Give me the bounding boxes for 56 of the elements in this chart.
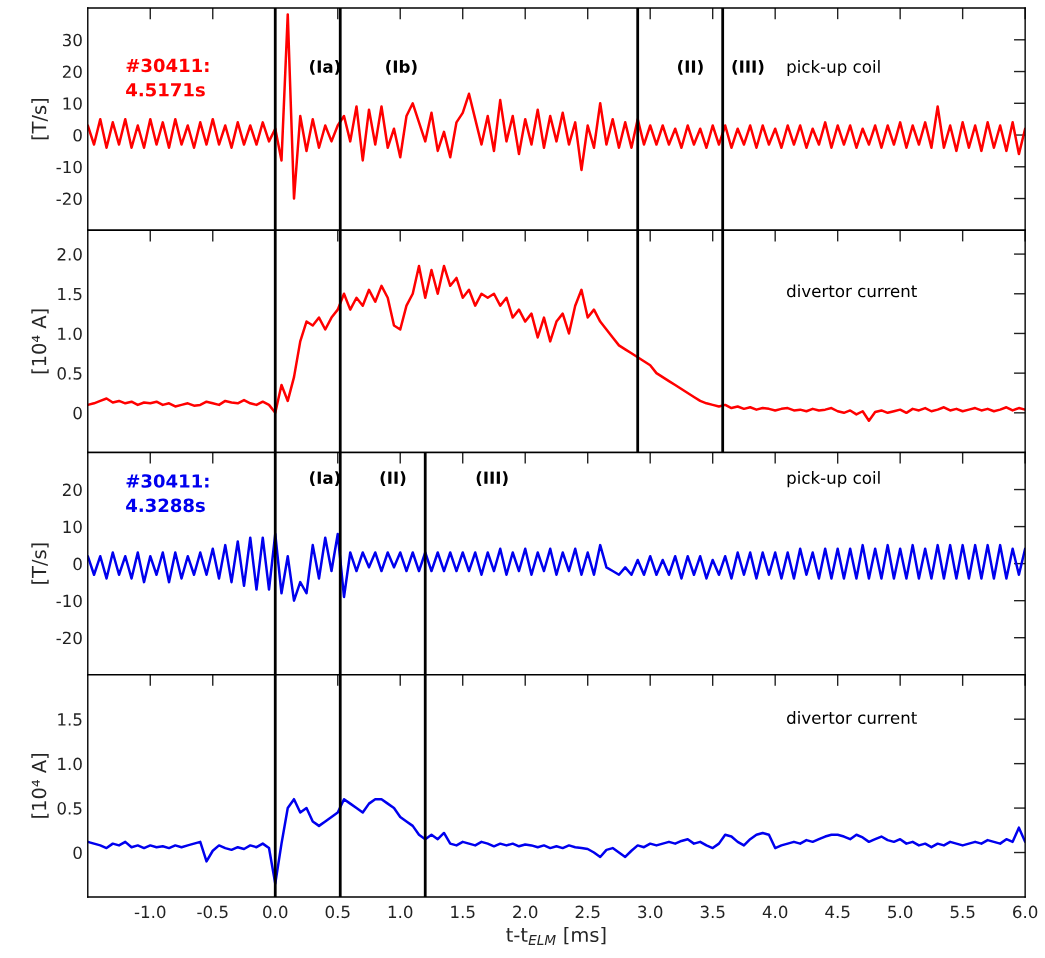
x-tick-label: 2.0 xyxy=(513,905,538,919)
y-tick-label: -10 xyxy=(56,594,82,608)
y-axis-title: [T/s] xyxy=(31,98,49,140)
annotation: (III) xyxy=(476,471,508,486)
annotation: divertor current xyxy=(787,284,917,298)
annotation: pick-up coil xyxy=(787,471,880,488)
annotation: (II) xyxy=(380,471,406,486)
x-tick-label: 5.5 xyxy=(950,905,975,919)
y-tick-label: -20 xyxy=(56,192,82,206)
annotation: pick-up coil xyxy=(787,59,880,77)
y-tick-label: 1.0 xyxy=(58,757,82,771)
x-tick-label: 0.5 xyxy=(325,905,350,919)
y-tick-label: 1.0 xyxy=(58,327,82,341)
x-tick-label: 3.0 xyxy=(638,905,663,919)
y-tick-label: 20 xyxy=(62,65,82,79)
annotation: divertor current xyxy=(787,711,917,725)
y-tick-label: 10 xyxy=(63,520,82,534)
line-series xyxy=(87,13,1026,200)
y-tick-label: 0 xyxy=(73,129,82,142)
annotation: (Ia) xyxy=(310,60,340,75)
annotation: #30411: 4.5171s xyxy=(126,58,209,97)
x-tick-label: -0.5 xyxy=(197,905,228,919)
y-tick-label: 0.5 xyxy=(57,367,82,380)
line-series xyxy=(87,532,1026,602)
x-tick-label: 4.0 xyxy=(762,905,788,919)
annotation: (II) xyxy=(678,60,703,75)
x-axis-title: t-t$_{ELM}$ [ms] xyxy=(506,926,606,945)
x-tick-label: 1.0 xyxy=(388,905,413,919)
y-tick-label: 0 xyxy=(73,557,82,571)
y-tick-label: 0 xyxy=(73,846,82,860)
y-tick-label: 10 xyxy=(63,97,82,110)
x-tick-label: -1.0 xyxy=(134,905,166,919)
line-series xyxy=(87,264,1026,423)
x-tick-label: 0.0 xyxy=(263,905,288,919)
x-tick-label: 3.5 xyxy=(700,905,725,919)
y-axis-title: [T/s] xyxy=(31,543,49,584)
annotation: (Ia) xyxy=(310,471,340,486)
y-tick-label: -20 xyxy=(56,631,82,645)
y-axis-title: [10⁴ A] xyxy=(31,309,49,374)
y-tick-label: 1.5 xyxy=(58,713,82,726)
y-axis-title: [10⁴ A] xyxy=(31,753,49,818)
y-tick-label: 0.5 xyxy=(57,802,82,815)
x-tick-label: 5.0 xyxy=(888,905,913,919)
x-tick-label: 4.5 xyxy=(825,905,850,919)
annotation: (III) xyxy=(732,60,764,75)
y-tick-label: 0 xyxy=(73,406,82,420)
y-tick-label: 1.5 xyxy=(58,287,82,301)
annotation: (Ib) xyxy=(386,59,417,75)
y-tick-label: 2.0 xyxy=(57,248,82,261)
x-tick-label: 6.0 xyxy=(1013,905,1038,919)
y-tick-label: -10 xyxy=(56,160,82,174)
x-tick-label: 2.5 xyxy=(575,905,600,919)
annotation: #30411: 4.3288s xyxy=(126,474,209,513)
x-tick-label: 1.5 xyxy=(451,905,475,919)
y-tick-label: 30 xyxy=(62,33,82,47)
y-tick-label: 20 xyxy=(62,483,82,497)
